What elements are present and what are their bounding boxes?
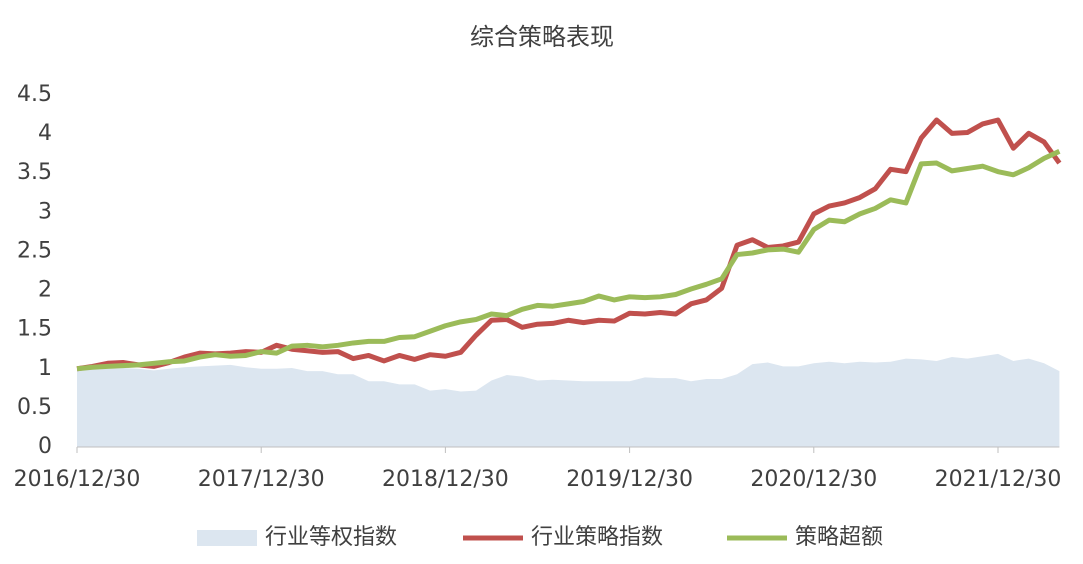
legend-label: 策略超额 — [795, 525, 883, 550]
y-tick-label: 2 — [38, 278, 52, 303]
y-tick-label: 3.5 — [17, 160, 52, 185]
y-tick-label: 1 — [38, 356, 52, 381]
x-tick-label: 2017/12/30 — [198, 467, 325, 492]
x-tick-label: 2021/12/30 — [935, 467, 1062, 492]
legend-label: 行业等权指数 — [265, 525, 397, 550]
y-tick-label: 0 — [38, 434, 52, 459]
y-tick-label: 0.5 — [17, 395, 52, 420]
y-tick-label: 4.5 — [17, 82, 52, 107]
y-tick-label: 4 — [38, 121, 52, 146]
x-tick-label: 2018/12/30 — [382, 467, 509, 492]
chart-title: 综合策略表现 — [470, 23, 614, 51]
x-tick-label: 2020/12/30 — [750, 467, 877, 492]
area — [77, 353, 1060, 447]
y-tick-label: 3 — [38, 199, 52, 224]
y-tick-label: 1.5 — [17, 317, 52, 342]
legend-label: 行业策略指数 — [531, 525, 663, 550]
x-tick-label: 2019/12/30 — [566, 467, 693, 492]
legend-swatch — [197, 530, 257, 546]
x-tick-label: 2016/12/30 — [14, 467, 141, 492]
line — [76, 117, 1062, 372]
y-tick-label: 2.5 — [17, 238, 52, 263]
line — [76, 149, 1061, 372]
